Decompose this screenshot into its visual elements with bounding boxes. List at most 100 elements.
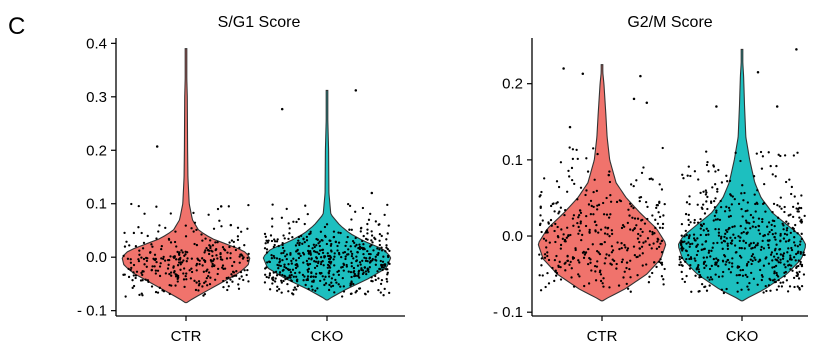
sg1-point-ctr [125, 240, 128, 243]
sg1-point-ctr [135, 270, 139, 273]
g2m-point-cko [720, 181, 724, 184]
g2m-point-cko [767, 262, 771, 265]
sg1-outlier-point [370, 191, 374, 195]
sg1-point-ctr [190, 267, 193, 270]
sg1-point-cko [278, 273, 281, 276]
g2m-point-ctr [636, 274, 639, 277]
sg1-point-cko [350, 261, 353, 265]
sg1-point-cko [380, 266, 384, 269]
g2m-point-ctr [585, 189, 588, 192]
g2m-point-cko [708, 284, 711, 287]
g2m-point-cko [688, 203, 691, 206]
g2m-point-cko [778, 248, 782, 251]
sg1-point-ctr [192, 211, 195, 215]
g2m-point-cko [705, 289, 709, 292]
g2m-point-ctr [620, 260, 624, 264]
g2m-point-cko [726, 242, 729, 245]
g2m-outlier-point [715, 105, 718, 108]
g2m-point-cko [767, 221, 771, 224]
sg1-point-cko [354, 236, 357, 240]
g2m-point-cko [700, 224, 704, 228]
sg1-point-cko [387, 224, 390, 227]
g2m-point-cko [717, 275, 721, 278]
g2m-point-ctr [590, 204, 593, 208]
g2m-point-cko [693, 257, 696, 260]
g2m-point-ctr [618, 247, 621, 251]
g2m-point-cko [739, 159, 742, 163]
g2m-point-cko [782, 252, 786, 255]
sg1-point-ctr [160, 245, 163, 248]
g2m-point-ctr [655, 247, 659, 250]
sg1-point-cko [363, 266, 366, 269]
g2m-point-ctr [602, 201, 605, 205]
sg1-point-cko [290, 259, 293, 263]
g2m-point-cko [796, 285, 799, 288]
g2m-point-ctr [659, 242, 662, 245]
g2m-point-cko [792, 276, 796, 279]
g2m-point-cko [786, 226, 789, 230]
g2m-violin-cko [677, 48, 807, 302]
sg1-point-cko [357, 274, 360, 277]
g2m-point-cko [692, 233, 696, 236]
sg1-point-ctr [139, 279, 143, 282]
g2m-point-cko [726, 180, 729, 183]
sg1-point-cko [268, 274, 271, 277]
sg1-point-ctr [178, 251, 181, 254]
g2m-point-ctr [661, 222, 665, 226]
g2m-point-ctr [648, 275, 651, 278]
g2m-point-ctr [610, 251, 614, 254]
g2m-point-ctr [639, 227, 642, 231]
sg1-point-ctr [233, 274, 236, 277]
g2m-point-cko [681, 277, 684, 281]
g2m-point-cko [774, 175, 777, 178]
g2m-point-ctr [658, 260, 661, 263]
g2m-point-ctr [638, 247, 642, 250]
sg1-point-cko [311, 288, 314, 291]
sg1-point-cko [280, 279, 283, 282]
g2m-point-cko [700, 206, 703, 209]
g2m-point-cko [728, 261, 731, 264]
sg1-point-cko [295, 288, 298, 291]
g2m-point-cko [696, 250, 700, 253]
g2m-point-cko [746, 275, 749, 278]
g2m-point-cko [795, 274, 798, 278]
sg1-point-ctr [242, 278, 245, 282]
g2m-point-cko [704, 285, 707, 288]
g2m-point-cko [731, 257, 734, 260]
g2m-outlier-point [645, 101, 649, 104]
sg1-point-ctr [158, 224, 161, 227]
sg1-point-cko [378, 239, 381, 242]
g2m-point-cko [715, 263, 718, 266]
sg1-point-ctr [123, 231, 126, 235]
sg1-point-ctr [236, 226, 240, 229]
g2m-point-cko [775, 243, 778, 246]
sg1-point-ctr [168, 292, 171, 296]
g2m-point-ctr [542, 237, 546, 240]
sg1-point-ctr [180, 249, 183, 252]
g2m-point-ctr [653, 232, 656, 235]
sg1-point-cko [362, 243, 365, 246]
sg1-point-ctr [247, 203, 250, 207]
sg1-point-cko [298, 243, 301, 247]
g2m-point-ctr [617, 284, 621, 287]
g2m-point-cko [733, 244, 737, 247]
g2m-point-cko [741, 184, 744, 187]
sg1-point-ctr [246, 259, 249, 262]
g2m-point-cko [749, 258, 752, 261]
g2m-point-ctr [663, 267, 666, 271]
g2m-point-ctr [615, 267, 618, 270]
sg1-point-ctr [140, 256, 143, 259]
sg1-point-cko [266, 241, 269, 244]
g2m-point-cko [746, 285, 749, 288]
sg1-point-cko [307, 244, 310, 248]
g2m-point-cko [682, 247, 685, 250]
g2m-point-ctr [575, 148, 578, 152]
sg1-point-cko [313, 245, 316, 249]
g2m-point-cko [775, 273, 779, 277]
sg1-point-cko [318, 240, 321, 243]
sg1-point-cko [287, 263, 290, 266]
sg1-point-cko [376, 253, 379, 256]
sg1-point-cko [263, 281, 267, 284]
g2m-point-cko [752, 277, 756, 280]
sg1-point-cko [317, 242, 320, 245]
